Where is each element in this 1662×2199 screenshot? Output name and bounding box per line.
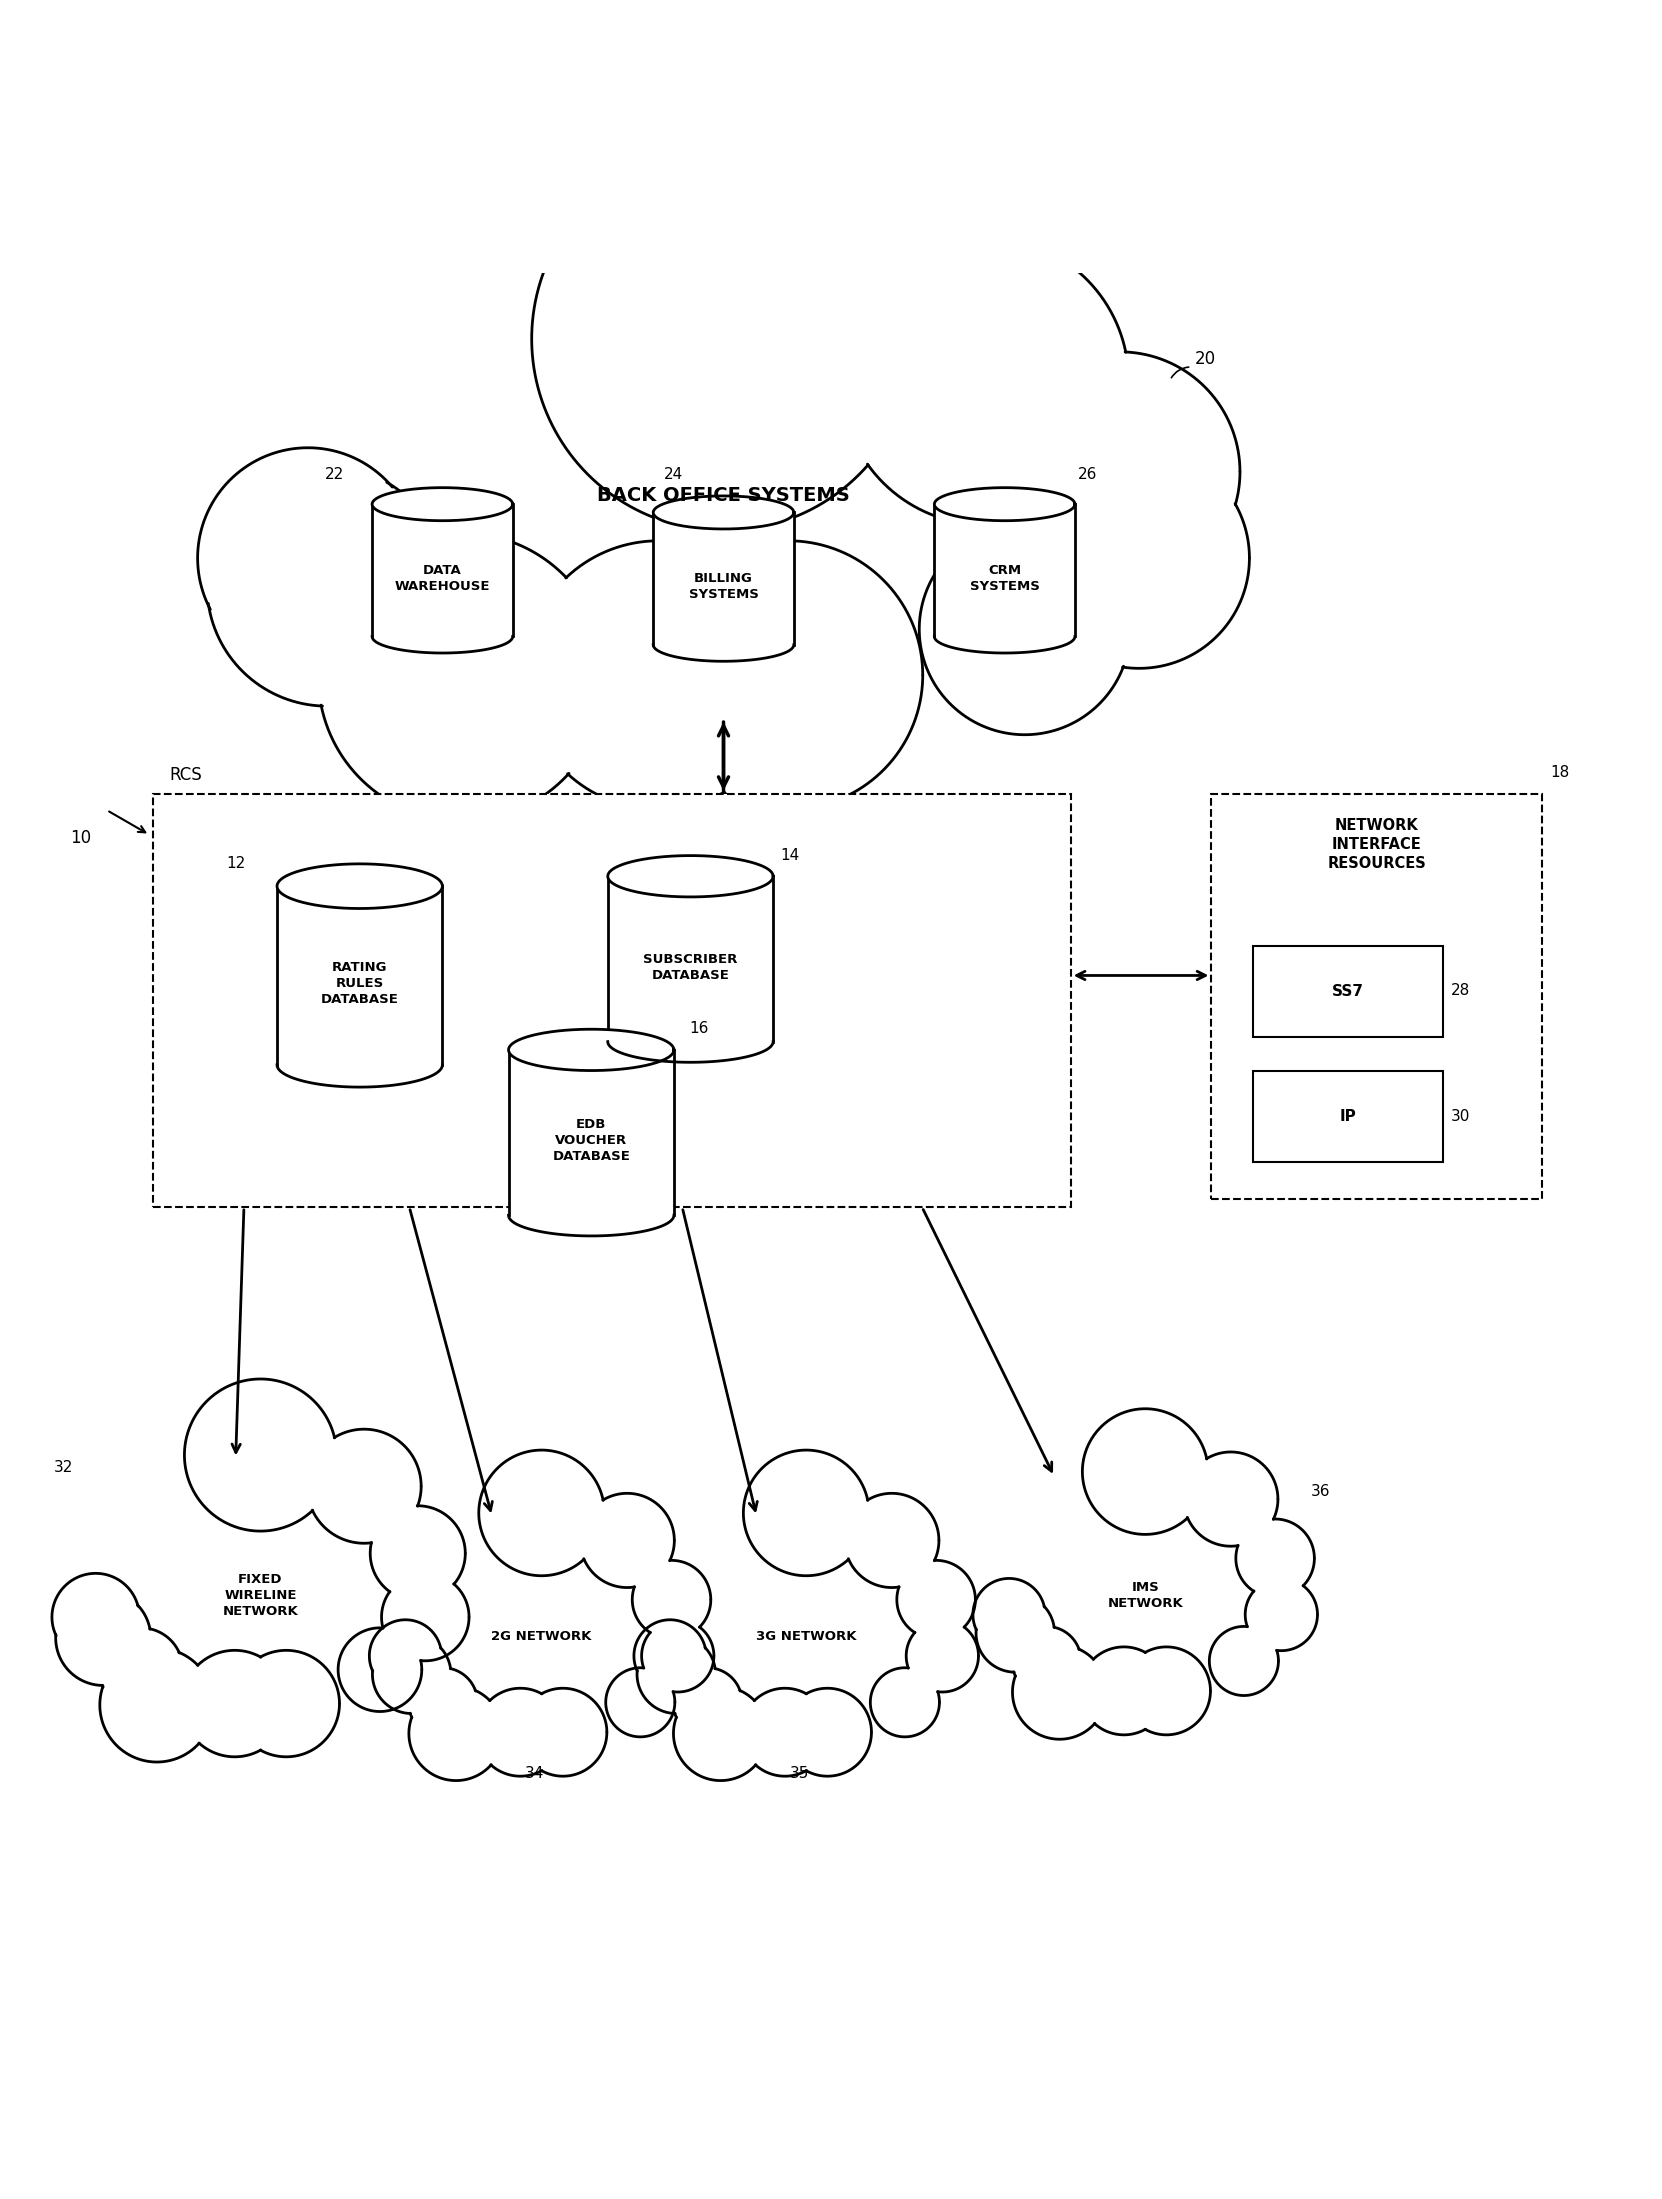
Text: IP: IP (1340, 1108, 1356, 1124)
Polygon shape (934, 488, 1075, 521)
Text: 18: 18 (1551, 765, 1569, 781)
Text: 28: 28 (1451, 983, 1471, 998)
FancyBboxPatch shape (608, 875, 773, 1042)
Text: RATING
RULES
DATABASE: RATING RULES DATABASE (321, 961, 399, 1007)
Text: 34: 34 (525, 1766, 545, 1781)
Text: FIXED
WIRELINE
NETWORK: FIXED WIRELINE NETWORK (223, 1572, 299, 1618)
Text: IMS
NETWORK: IMS NETWORK (1107, 1581, 1183, 1610)
FancyBboxPatch shape (653, 512, 794, 644)
Polygon shape (372, 488, 512, 521)
Text: RCS: RCS (170, 765, 203, 783)
Text: EDB
VOUCHER
DATABASE: EDB VOUCHER DATABASE (552, 1119, 630, 1163)
Text: 32: 32 (53, 1460, 73, 1476)
FancyBboxPatch shape (1212, 794, 1542, 1198)
Text: SUBSCRIBER
DATABASE: SUBSCRIBER DATABASE (643, 952, 738, 981)
FancyBboxPatch shape (509, 1049, 673, 1216)
Text: 14: 14 (779, 849, 799, 862)
Text: 24: 24 (665, 468, 683, 482)
FancyBboxPatch shape (1253, 1071, 1443, 1163)
Text: 35: 35 (789, 1766, 809, 1781)
FancyBboxPatch shape (278, 886, 442, 1064)
Polygon shape (509, 1029, 673, 1071)
Text: 12: 12 (226, 855, 246, 871)
Text: 30: 30 (1451, 1108, 1471, 1124)
FancyBboxPatch shape (372, 504, 512, 636)
Polygon shape (278, 864, 442, 908)
Polygon shape (608, 855, 773, 897)
Text: 16: 16 (690, 1020, 708, 1036)
Text: 22: 22 (326, 468, 344, 482)
Text: SS7: SS7 (1331, 983, 1365, 998)
Text: BILLING
SYSTEMS: BILLING SYSTEMS (688, 572, 758, 600)
Polygon shape (653, 497, 794, 530)
Text: BACK OFFICE SYSTEMS: BACK OFFICE SYSTEMS (597, 486, 849, 506)
Text: 2G NETWORK: 2G NETWORK (492, 1629, 592, 1643)
FancyBboxPatch shape (1253, 946, 1443, 1036)
Text: NETWORK
INTERFACE
RESOURCES: NETWORK INTERFACE RESOURCES (1328, 818, 1426, 871)
Text: 20: 20 (1195, 350, 1217, 367)
Text: DATA
WAREHOUSE: DATA WAREHOUSE (394, 565, 490, 594)
Text: 3G NETWORK: 3G NETWORK (756, 1629, 856, 1643)
Text: 36: 36 (1311, 1484, 1330, 1500)
Text: 26: 26 (1077, 468, 1097, 482)
FancyBboxPatch shape (153, 794, 1070, 1207)
Text: CRM
SYSTEMS: CRM SYSTEMS (969, 565, 1039, 594)
FancyBboxPatch shape (934, 504, 1075, 636)
Text: 10: 10 (70, 829, 91, 847)
